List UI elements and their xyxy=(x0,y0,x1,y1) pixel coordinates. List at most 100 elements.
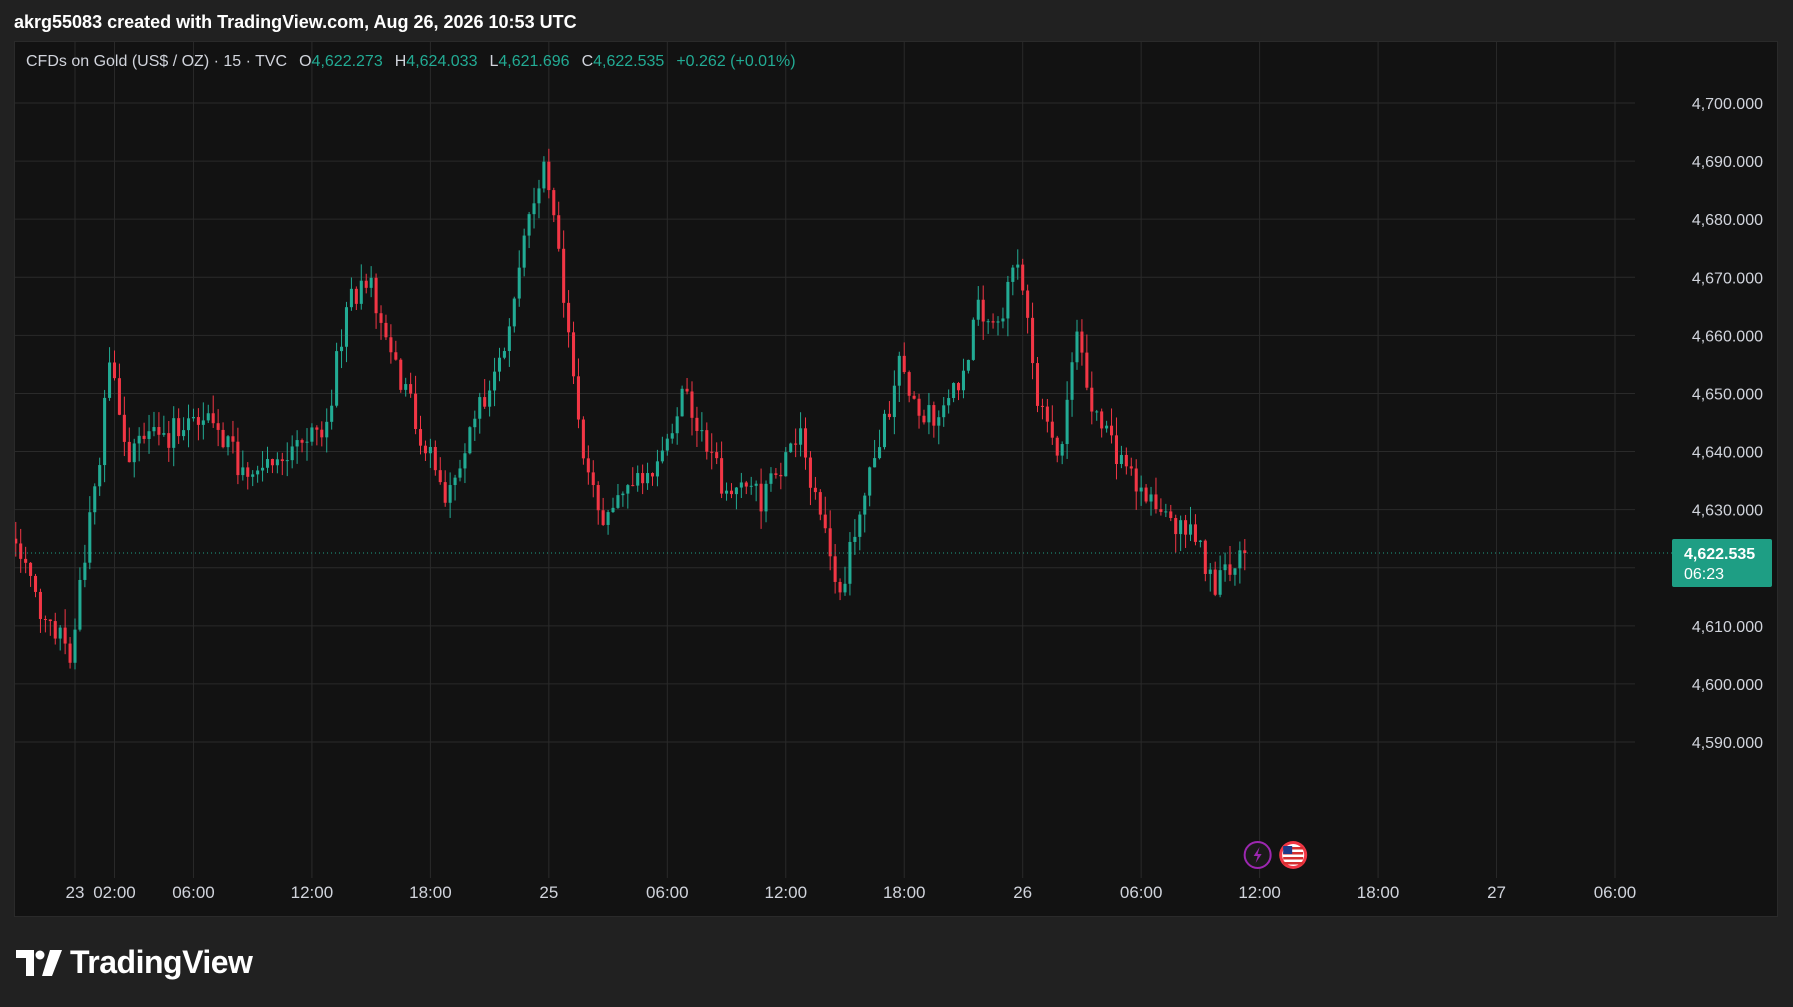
time-tick-label: 12:00 xyxy=(291,883,334,902)
flash-event-icon[interactable] xyxy=(1243,841,1272,869)
candle-body xyxy=(211,413,215,424)
candle-body xyxy=(784,452,788,477)
change-value: +0.262 (+0.01%) xyxy=(676,53,796,70)
candle-body xyxy=(290,446,294,461)
candle-body xyxy=(902,355,906,373)
candle-body xyxy=(1208,569,1212,574)
candle-body xyxy=(325,421,329,438)
candle-body xyxy=(1154,494,1158,510)
candle-body xyxy=(868,467,872,496)
candle-body xyxy=(270,459,274,466)
candle-body xyxy=(843,583,847,593)
tradingview-logo[interactable]: TradingView xyxy=(16,944,253,981)
candle-body xyxy=(537,188,541,204)
candle-body xyxy=(493,371,497,391)
candle-body xyxy=(1035,363,1040,406)
time-tick-label: 06:00 xyxy=(1120,883,1163,902)
candle-body xyxy=(1243,550,1247,554)
candle-body xyxy=(961,370,965,391)
candle-body xyxy=(695,417,699,431)
candle-body xyxy=(103,397,107,466)
candle-body xyxy=(359,280,363,304)
price-tick-label: 4,650.000 xyxy=(1692,386,1763,403)
us-flag-event-icon[interactable] xyxy=(1279,841,1308,869)
candle-body xyxy=(1228,564,1232,575)
price-chart[interactable]: 4,590.000 4,600.000 4,610.000 4,630.000 4,64… xyxy=(15,42,1779,918)
price-tick-label: 4,660.000 xyxy=(1692,328,1763,345)
candle-body xyxy=(873,458,877,468)
candle-body xyxy=(1174,518,1178,535)
candle-body xyxy=(690,391,694,418)
chart-attribution: akrg55083 created with TradingView.com, … xyxy=(14,12,577,32)
candle-body xyxy=(650,473,655,477)
candle-body xyxy=(226,436,230,448)
candle-body xyxy=(206,413,210,421)
candle-body xyxy=(98,465,102,487)
candle-body xyxy=(374,277,378,314)
candle-body xyxy=(1114,435,1119,464)
candle-body xyxy=(394,352,398,360)
candle-body xyxy=(581,419,585,459)
close-key: C xyxy=(581,53,594,70)
candle-body xyxy=(246,467,250,477)
candle-body xyxy=(1011,267,1015,282)
candle-body xyxy=(1124,454,1128,467)
candle-body xyxy=(33,575,38,592)
candle-body xyxy=(1045,406,1049,422)
candle-body xyxy=(1070,362,1074,400)
candle-body xyxy=(1144,487,1148,502)
open-key: O xyxy=(299,53,312,70)
candle-body xyxy=(818,492,822,515)
candle-body xyxy=(1021,264,1025,291)
candle-body xyxy=(414,393,418,430)
candle-body xyxy=(1026,290,1030,318)
candle-body xyxy=(1075,331,1079,363)
candle-body xyxy=(601,510,605,525)
candle-body xyxy=(932,405,936,426)
candle-body xyxy=(1149,494,1153,502)
candle-body xyxy=(878,447,882,459)
price-tick-label: 4,680.000 xyxy=(1692,212,1763,229)
price-tick-label: 4,670.000 xyxy=(1692,270,1763,287)
candle-body xyxy=(236,441,240,476)
candle-body xyxy=(349,288,353,308)
candle-body xyxy=(1090,387,1094,412)
chart-panel[interactable]: 4,590.000 4,600.000 4,610.000 4,630.000 4,64… xyxy=(14,41,1778,917)
candle-body xyxy=(1060,444,1064,456)
candle-body xyxy=(478,397,482,419)
candle-body xyxy=(907,372,911,396)
candle-body xyxy=(966,359,970,371)
time-tick-label: 12:00 xyxy=(1238,883,1281,902)
candle-body xyxy=(256,470,260,475)
candle-body xyxy=(1203,540,1207,574)
candle-body xyxy=(552,190,556,216)
candle-body xyxy=(557,215,561,249)
time-tick-label: 26 xyxy=(1013,883,1032,902)
candle-body xyxy=(1218,570,1222,595)
candle-body xyxy=(1055,437,1059,456)
candle-body xyxy=(1110,425,1114,436)
candle-body xyxy=(507,326,511,352)
candle-body xyxy=(433,446,437,471)
candle-body xyxy=(823,514,827,529)
candle-body xyxy=(1100,411,1104,429)
candle-body xyxy=(547,161,551,191)
candle-body xyxy=(616,495,620,508)
candle-body xyxy=(468,427,472,454)
candle-body xyxy=(1040,405,1044,407)
candle-body xyxy=(221,429,225,448)
candle-body xyxy=(996,321,1000,323)
candle-body xyxy=(122,414,126,442)
candle-body xyxy=(428,446,432,454)
tradingview-logo-icon xyxy=(16,949,62,976)
candle-body xyxy=(670,433,674,439)
candle-body xyxy=(646,473,650,484)
candle-body xyxy=(483,397,487,407)
candle-body xyxy=(956,383,961,391)
symbol-label[interactable]: CFDs on Gold (US$ / OZ) · 15 · TVC xyxy=(26,53,288,70)
grid-layer xyxy=(15,42,1635,878)
candle-body xyxy=(1016,264,1020,268)
candle-body xyxy=(571,332,576,377)
candle-body xyxy=(1031,317,1035,364)
candle-body xyxy=(641,473,645,484)
